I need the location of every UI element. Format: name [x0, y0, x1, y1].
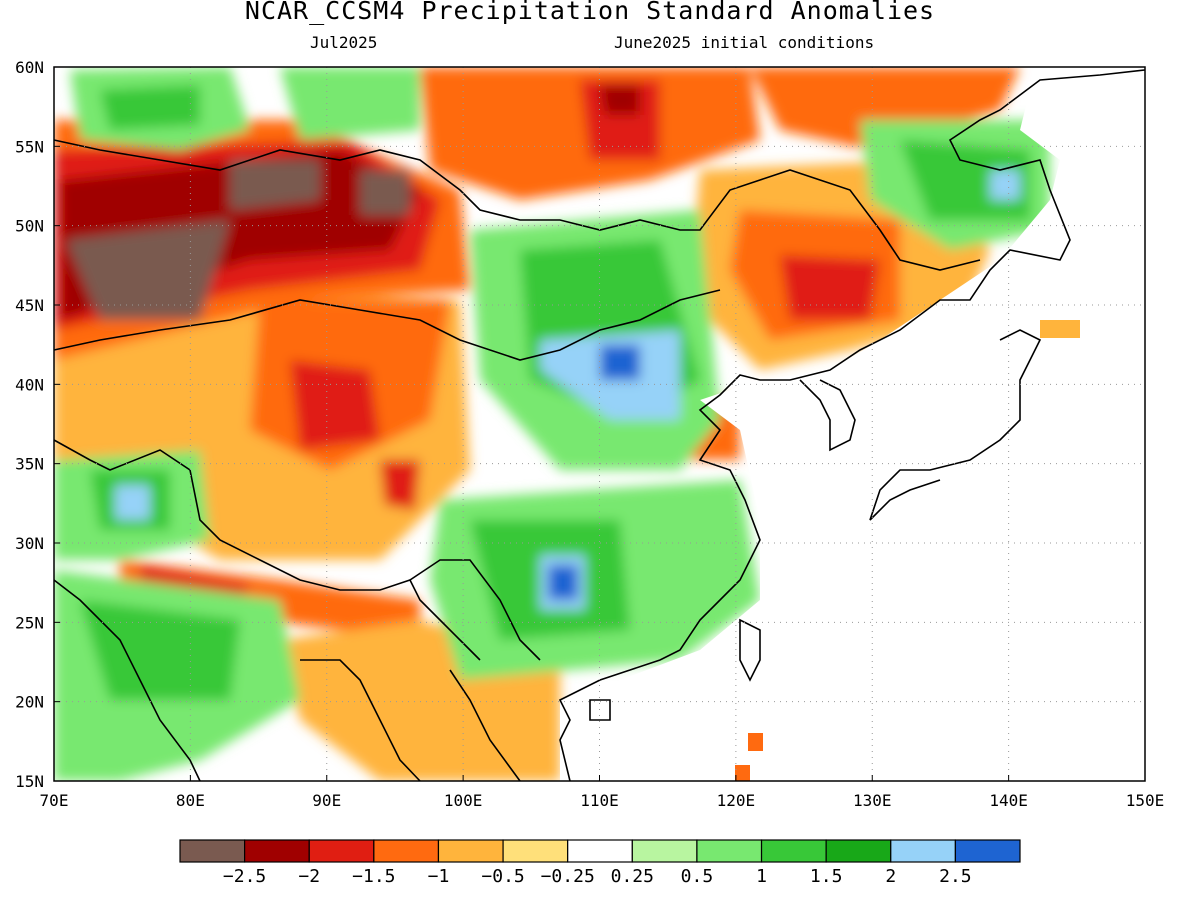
colorbar-swatch — [567, 839, 633, 863]
lat-tick-label: 20N — [15, 693, 44, 712]
colorbar-swatch — [696, 839, 763, 863]
lat-tick-label: 30N — [15, 534, 44, 553]
colorbar-swatch — [890, 839, 956, 863]
lon-tick-label: 100E — [444, 791, 483, 810]
lat-tick-label: 55N — [15, 137, 44, 156]
latitude-axis: 60N 55N 50N 45N 40N 35N 30N 25N 20N 15N — [15, 58, 60, 791]
forecast-month: Jul2025 — [310, 33, 378, 52]
colorbar-swatch — [244, 839, 310, 863]
colorbar — [179, 839, 1021, 863]
initial-conditions: June2025 initial conditions — [614, 33, 875, 52]
map-title: NCAR_CCSM4 Precipitation Standard Anomal… — [244, 0, 936, 25]
lat-tick-label: 25N — [15, 613, 44, 632]
colorbar-tick-label: 2.5 — [939, 866, 972, 887]
colorbar-tick-label: −0.25 — [541, 866, 595, 887]
lat-tick-label: 15N — [15, 772, 44, 791]
colorbar-swatch — [308, 839, 375, 863]
lat-tick-label: 45N — [15, 296, 44, 315]
colorbar-swatch — [179, 839, 246, 863]
colorbar-labels: −2.5 −2 −1.5 −1 −0.5 −0.25 0.25 0.5 1 1.5 2 2.5 — [223, 866, 972, 887]
colorbar-tick-label: −2 — [298, 866, 320, 887]
lat-tick-label: 35N — [15, 455, 44, 474]
lat-tick-label: 50N — [15, 217, 44, 236]
anomaly-field — [54, 67, 1145, 781]
lon-tick-label: 90E — [312, 791, 341, 810]
colorbar-swatch — [954, 839, 1021, 863]
colorbar-swatch — [502, 839, 569, 863]
graticule — [54, 67, 1145, 781]
lon-tick-label: 130E — [853, 791, 892, 810]
colorbar-tick-label: 0.5 — [681, 866, 714, 887]
colorbar-tick-label: 1 — [756, 866, 767, 887]
lon-tick-label: 110E — [580, 791, 619, 810]
colorbar-tick-label: −1 — [428, 866, 450, 887]
colorbar-tick-label: 0.25 — [611, 866, 654, 887]
colorbar-tick-label: −1.5 — [352, 866, 395, 887]
lon-tick-label: 140E — [989, 791, 1028, 810]
lon-tick-label: 80E — [176, 791, 205, 810]
colorbar-swatch — [825, 839, 892, 863]
colorbar-swatch — [631, 839, 698, 863]
colorbar-swatch — [373, 839, 440, 863]
lat-tick-label: 60N — [15, 58, 44, 77]
lon-tick-label: 70E — [40, 791, 69, 810]
colorbar-tick-label: 1.5 — [810, 866, 843, 887]
lat-tick-label: 40N — [15, 375, 44, 394]
colorbar-tick-label: −2.5 — [223, 866, 266, 887]
colorbar-tick-label: −0.5 — [481, 866, 524, 887]
longitude-axis: 70E 80E 90E 100E 110E 120E 130E 140E 150E — [40, 775, 1165, 810]
lon-tick-label: 150E — [1126, 791, 1165, 810]
lon-tick-label: 120E — [717, 791, 756, 810]
colorbar-swatch — [760, 839, 827, 863]
colorbar-tick-label: 2 — [885, 866, 896, 887]
colorbar-swatch — [437, 839, 504, 863]
